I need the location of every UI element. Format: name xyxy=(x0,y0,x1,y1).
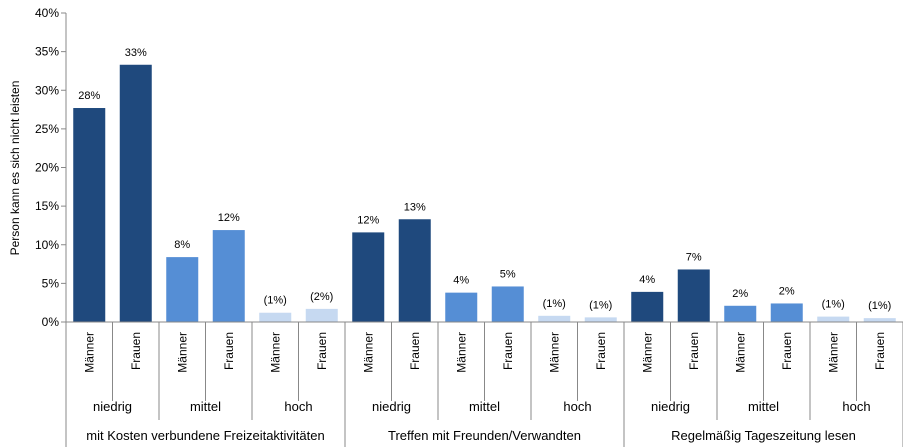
data-label: (1%) xyxy=(264,295,287,307)
y-tick-label: 40% xyxy=(35,6,59,20)
bars: 28% 33% 8% 12% (1%) (2%) 12% 13% 4% 5% (1%) (1%) 4% 7… xyxy=(73,47,896,322)
data-label: (1%) xyxy=(868,300,891,312)
y-tick-label: 15% xyxy=(35,199,59,213)
gender-label: Männer xyxy=(826,332,840,373)
bar xyxy=(259,312,292,322)
data-label: 2% xyxy=(779,285,795,297)
bar xyxy=(491,286,524,322)
data-label: 33% xyxy=(125,47,147,59)
data-label: 4% xyxy=(453,275,469,287)
bar xyxy=(445,292,478,322)
gender-label: Frauen xyxy=(315,332,329,370)
group-label: mit Kosten verbundene Freizeitaktivitäte… xyxy=(86,428,324,443)
y-tick-label: 20% xyxy=(35,161,59,175)
data-label: (1%) xyxy=(822,299,845,311)
bar xyxy=(119,64,152,322)
bar xyxy=(166,257,199,322)
data-label: 5% xyxy=(500,268,516,280)
gender-label: Männer xyxy=(268,332,282,373)
gender-label: Frauen xyxy=(594,332,608,370)
gender-label: Frauen xyxy=(501,332,515,370)
bar xyxy=(863,318,896,322)
y-tick-label: 35% xyxy=(35,45,59,59)
gender-label: Frauen xyxy=(873,332,887,370)
data-label: 8% xyxy=(174,239,190,251)
data-label: 12% xyxy=(357,214,379,226)
data-label: 4% xyxy=(639,274,655,286)
bar xyxy=(352,232,385,322)
level-label: mittel xyxy=(469,399,500,414)
y-axis-title: Person kann es sich nicht leisten xyxy=(8,81,22,256)
gender-label: Männer xyxy=(454,332,468,373)
gender-label: Frauen xyxy=(408,332,422,370)
bar xyxy=(677,269,710,322)
gender-label: Männer xyxy=(361,332,375,373)
gender-label: Männer xyxy=(733,332,747,373)
data-label: 12% xyxy=(218,212,240,224)
gender-label: Männer xyxy=(640,332,654,373)
y-tick-label: 5% xyxy=(42,276,60,290)
bar xyxy=(724,305,757,322)
gender-label: Frauen xyxy=(222,332,236,370)
level-label: mittel xyxy=(748,399,779,414)
bar xyxy=(538,315,571,322)
bar xyxy=(817,316,850,322)
bar xyxy=(73,108,106,322)
bar xyxy=(770,303,803,322)
bar xyxy=(631,291,664,322)
level-label: hoch xyxy=(563,399,591,414)
data-label: 28% xyxy=(78,90,100,102)
data-label: (1%) xyxy=(543,298,566,310)
level-label: mittel xyxy=(190,399,221,414)
y-tick-label: 30% xyxy=(35,83,59,97)
bar xyxy=(584,317,617,322)
group-label: Treffen mit Freunden/Verwandten xyxy=(388,428,581,443)
level-label: niedrig xyxy=(651,399,690,414)
data-label: 13% xyxy=(404,201,426,213)
data-label: 7% xyxy=(686,251,702,263)
y-tick-label: 0% xyxy=(42,315,60,329)
data-label: 2% xyxy=(732,288,748,300)
group-label: Regelmäßig Tageszeitung lesen xyxy=(671,428,856,443)
level-label: hoch xyxy=(284,399,312,414)
y-tick-label: 10% xyxy=(35,238,59,252)
gender-label: Männer xyxy=(175,332,189,373)
gender-label: Männer xyxy=(82,332,96,373)
y-tick-label: 25% xyxy=(35,122,59,136)
level-label: niedrig xyxy=(372,399,411,414)
gender-label: Männer xyxy=(547,332,561,373)
y-axis: 0% 5% 10% 15% 20% 25% 30% 35% 40% xyxy=(35,6,67,329)
level-label: hoch xyxy=(842,399,870,414)
data-label: (1%) xyxy=(589,299,612,311)
data-label: (2%) xyxy=(310,291,333,303)
gender-label: Frauen xyxy=(780,332,794,370)
gender-label: Frauen xyxy=(129,332,143,370)
bar xyxy=(212,230,245,322)
x-axis: Männer Frauen niedrig Männer Frauen mittel Män… xyxy=(65,321,903,447)
bar xyxy=(305,308,338,322)
level-label: niedrig xyxy=(93,399,132,414)
gender-label: Frauen xyxy=(687,332,701,370)
bar xyxy=(398,219,431,322)
